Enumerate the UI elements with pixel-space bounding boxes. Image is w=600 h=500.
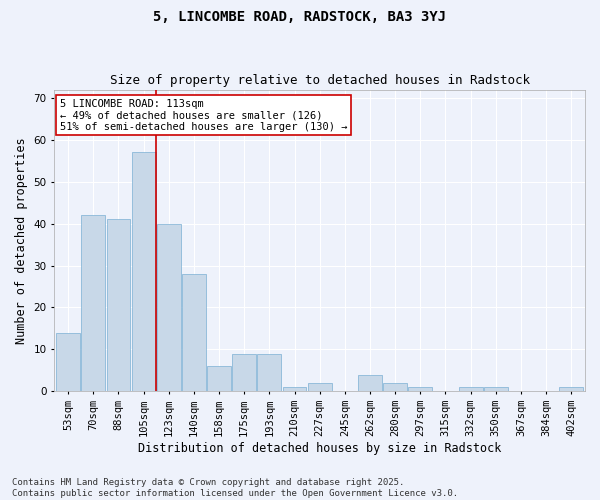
Bar [131, 152, 155, 392]
Bar [207, 366, 231, 392]
Bar [56, 332, 80, 392]
Y-axis label: Number of detached properties: Number of detached properties [15, 137, 28, 344]
X-axis label: Distribution of detached houses by size in Radstock: Distribution of detached houses by size … [138, 442, 502, 455]
Bar [559, 387, 583, 392]
Bar [157, 224, 181, 392]
Title: Size of property relative to detached houses in Radstock: Size of property relative to detached ho… [110, 74, 530, 87]
Bar [484, 387, 508, 392]
Bar [358, 374, 382, 392]
Bar [383, 383, 407, 392]
Text: 5, LINCOMBE ROAD, RADSTOCK, BA3 3YJ: 5, LINCOMBE ROAD, RADSTOCK, BA3 3YJ [154, 10, 446, 24]
Text: 5 LINCOMBE ROAD: 113sqm
← 49% of detached houses are smaller (126)
51% of semi-d: 5 LINCOMBE ROAD: 113sqm ← 49% of detache… [59, 98, 347, 132]
Bar [458, 387, 482, 392]
Bar [308, 383, 332, 392]
Bar [107, 220, 130, 392]
Text: Contains HM Land Registry data © Crown copyright and database right 2025.
Contai: Contains HM Land Registry data © Crown c… [12, 478, 458, 498]
Bar [82, 216, 105, 392]
Bar [409, 387, 432, 392]
Bar [232, 354, 256, 392]
Bar [283, 387, 307, 392]
Bar [257, 354, 281, 392]
Bar [182, 274, 206, 392]
